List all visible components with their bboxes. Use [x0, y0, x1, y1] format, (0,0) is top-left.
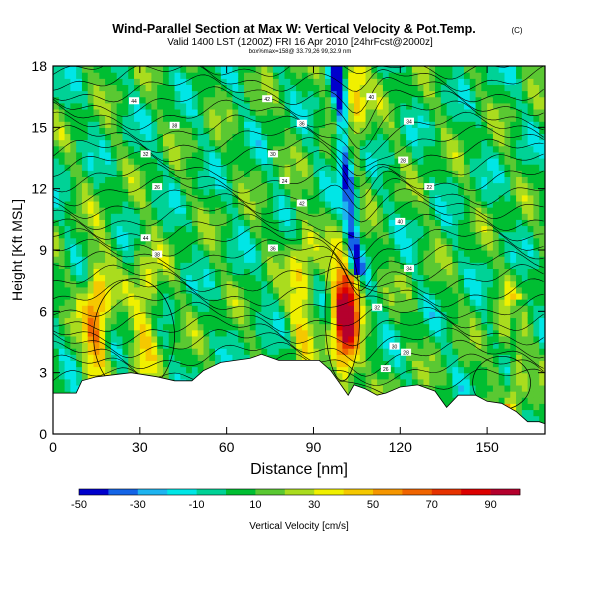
contour-label: 28	[401, 348, 412, 357]
theta-contour	[53, 66, 511, 80]
contour-label: 40	[366, 93, 377, 101]
x-tick-label: 120	[389, 439, 413, 455]
colorbar-frame	[78, 488, 521, 496]
contour-label: 44	[129, 97, 140, 105]
contour-label: 24	[279, 176, 290, 185]
theta-contour	[324, 241, 361, 382]
contour-label: 34	[403, 117, 414, 126]
contour-label: 34	[403, 264, 414, 273]
colorbar-segment	[314, 489, 344, 495]
theta-contour	[53, 150, 544, 187]
theta-contour	[53, 251, 544, 298]
colorbar-tick-label: -10	[189, 499, 205, 511]
colorbar-segment	[284, 489, 315, 495]
contour-label: 30	[389, 342, 400, 350]
colorbar-segment	[79, 489, 109, 495]
theta-contour	[53, 314, 544, 347]
copyright-mark: (C)	[511, 26, 522, 35]
colorbar-segment	[431, 489, 462, 495]
contour-label: 44	[140, 234, 151, 242]
y-tick-label: 9	[39, 242, 47, 258]
colorbar-tick-label: 90	[484, 499, 496, 511]
colorbar-segment	[343, 489, 374, 495]
colorbar-tick-label: 10	[249, 499, 261, 511]
contour-label: 28	[398, 156, 409, 164]
contour-label: 30	[267, 150, 278, 158]
theta-contour	[53, 290, 544, 321]
contour-label: 40	[395, 217, 406, 226]
terrain-mask	[53, 353, 545, 434]
colorbar-tick-label: 70	[426, 499, 438, 511]
colorbar-segment	[490, 489, 521, 495]
contour-label: 38	[169, 121, 180, 130]
theta-contour	[53, 99, 544, 150]
colorbar-segment	[167, 489, 197, 495]
valid-time-subtitle: Valid 1400 LST (1200Z) FRI 16 Apr 2010 […	[167, 37, 433, 48]
y-tick-label: 6	[39, 303, 47, 319]
y-tick-label: 3	[39, 365, 47, 381]
box-max-info: box%max=158@ 33.79,26 99,32.9 nm	[249, 49, 352, 55]
y-axis-label: Height [Kft MSL]	[9, 199, 25, 301]
theta-contour	[53, 301, 544, 333]
colorbar-segment	[108, 489, 139, 495]
contour-label: 32	[140, 150, 151, 158]
theta-contour	[53, 264, 544, 295]
theta-contour	[53, 225, 544, 278]
y-tick-label: 12	[31, 181, 47, 197]
theta-contour	[53, 278, 544, 308]
colorbar-label: Vertical Velocity [cm/s]	[249, 521, 349, 532]
theta-contour	[53, 200, 544, 239]
colorbar-segment	[226, 489, 256, 495]
x-tick-label: 150	[475, 439, 499, 455]
theta-contour	[53, 162, 544, 199]
x-tick-label: 30	[132, 439, 148, 455]
colorbar-tick-label: 30	[308, 499, 320, 511]
contour-label: 36	[267, 244, 278, 252]
y-tick-label: 0	[39, 426, 47, 442]
theta-contour	[53, 327, 544, 364]
y-tick-label: 15	[31, 119, 47, 135]
x-axis-label: Distance [nm]	[250, 461, 348, 478]
contour-label: 42	[262, 95, 273, 103]
theta-contour	[53, 74, 544, 114]
contour-label: 38	[152, 250, 163, 258]
colorbar-segment	[373, 489, 403, 495]
contour-label: 26	[152, 183, 163, 191]
y-tick-label: 18	[31, 58, 47, 74]
theta-contour	[53, 339, 544, 377]
theta-contour	[53, 188, 544, 223]
colorbar-segment	[461, 489, 491, 495]
x-tick-label: 90	[306, 439, 322, 455]
theta-contour	[53, 239, 544, 291]
colorbar-tick-label: -50	[71, 499, 87, 511]
colorbar-tick-label: -30	[130, 499, 146, 511]
colorbar-segment	[196, 489, 227, 495]
x-tick-label: 60	[219, 439, 235, 455]
theta-contour	[53, 66, 544, 92]
contour-label: 36	[296, 119, 307, 128]
colorbar: -50 -30 -10 10 30 50 70 90	[71, 488, 521, 511]
colorbar-segment	[402, 489, 433, 495]
colorbar-tick-label: 50	[367, 499, 379, 511]
theta-contour	[53, 213, 544, 259]
colorbar-segment	[255, 489, 286, 495]
contour-label: 26	[380, 365, 391, 373]
theta-contour	[53, 352, 544, 386]
x-tick-label: 0	[49, 439, 57, 455]
theta-contour	[53, 137, 544, 177]
contour-label: 22	[424, 183, 435, 191]
theta-contour	[53, 86, 544, 134]
contour-label: 32	[372, 303, 383, 312]
chart-title: Wind-Parallel Section at Max W: Vertical…	[112, 22, 475, 36]
contour-label: 42	[296, 199, 307, 207]
colorbar-segment	[137, 489, 168, 495]
